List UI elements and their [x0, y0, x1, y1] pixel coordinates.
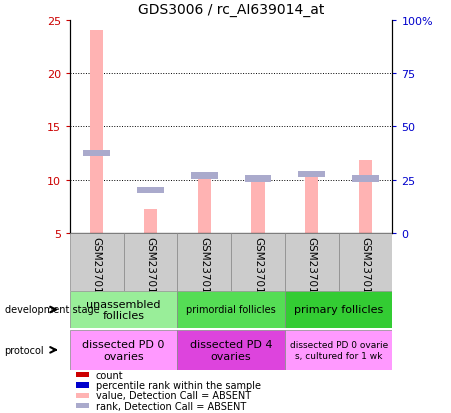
Bar — [70, 291, 177, 328]
Text: value, Detection Call = ABSENT: value, Detection Call = ABSENT — [96, 390, 251, 401]
Bar — [177, 291, 285, 328]
Bar — [285, 330, 392, 370]
Text: rank, Detection Call = ABSENT: rank, Detection Call = ABSENT — [96, 401, 246, 411]
Text: development stage: development stage — [5, 305, 99, 315]
Text: primordial follicles: primordial follicles — [186, 305, 276, 315]
Bar — [76, 382, 89, 388]
Bar — [177, 233, 231, 291]
Bar — [177, 330, 285, 370]
Bar — [83, 150, 110, 157]
Text: percentile rank within the sample: percentile rank within the sample — [96, 380, 261, 390]
Bar — [90, 31, 103, 233]
Bar — [359, 161, 372, 233]
Bar — [244, 176, 272, 182]
Bar — [137, 188, 164, 194]
Text: GSM237013: GSM237013 — [92, 236, 102, 299]
Bar — [352, 176, 379, 182]
Text: GSM237014: GSM237014 — [146, 236, 156, 299]
Bar — [231, 233, 285, 291]
Bar — [124, 233, 177, 291]
Bar — [285, 233, 339, 291]
Bar — [198, 177, 211, 233]
Bar — [305, 177, 318, 233]
Text: unassembled
follicles: unassembled follicles — [87, 299, 161, 320]
Text: count: count — [96, 370, 123, 380]
Bar — [70, 330, 177, 370]
Text: GSM237016: GSM237016 — [253, 236, 263, 299]
Bar — [298, 172, 325, 178]
Bar — [251, 180, 265, 233]
Text: GSM237017: GSM237017 — [307, 236, 317, 299]
Text: dissected PD 4
ovaries: dissected PD 4 ovaries — [190, 339, 272, 361]
Bar — [339, 233, 392, 291]
Bar — [285, 291, 392, 328]
Text: protocol: protocol — [5, 345, 44, 355]
Bar — [76, 393, 89, 398]
Bar — [144, 210, 157, 233]
Bar — [70, 233, 124, 291]
Bar — [76, 403, 89, 408]
Bar — [76, 372, 89, 377]
Title: GDS3006 / rc_AI639014_at: GDS3006 / rc_AI639014_at — [138, 3, 324, 17]
Text: GSM237015: GSM237015 — [199, 236, 209, 299]
Text: dissected PD 0
ovaries: dissected PD 0 ovaries — [83, 339, 165, 361]
Text: dissected PD 0 ovarie
s, cultured for 1 wk: dissected PD 0 ovarie s, cultured for 1 … — [290, 340, 388, 360]
Text: primary follicles: primary follicles — [294, 305, 383, 315]
Bar — [191, 173, 218, 179]
Text: GSM237018: GSM237018 — [360, 236, 371, 299]
